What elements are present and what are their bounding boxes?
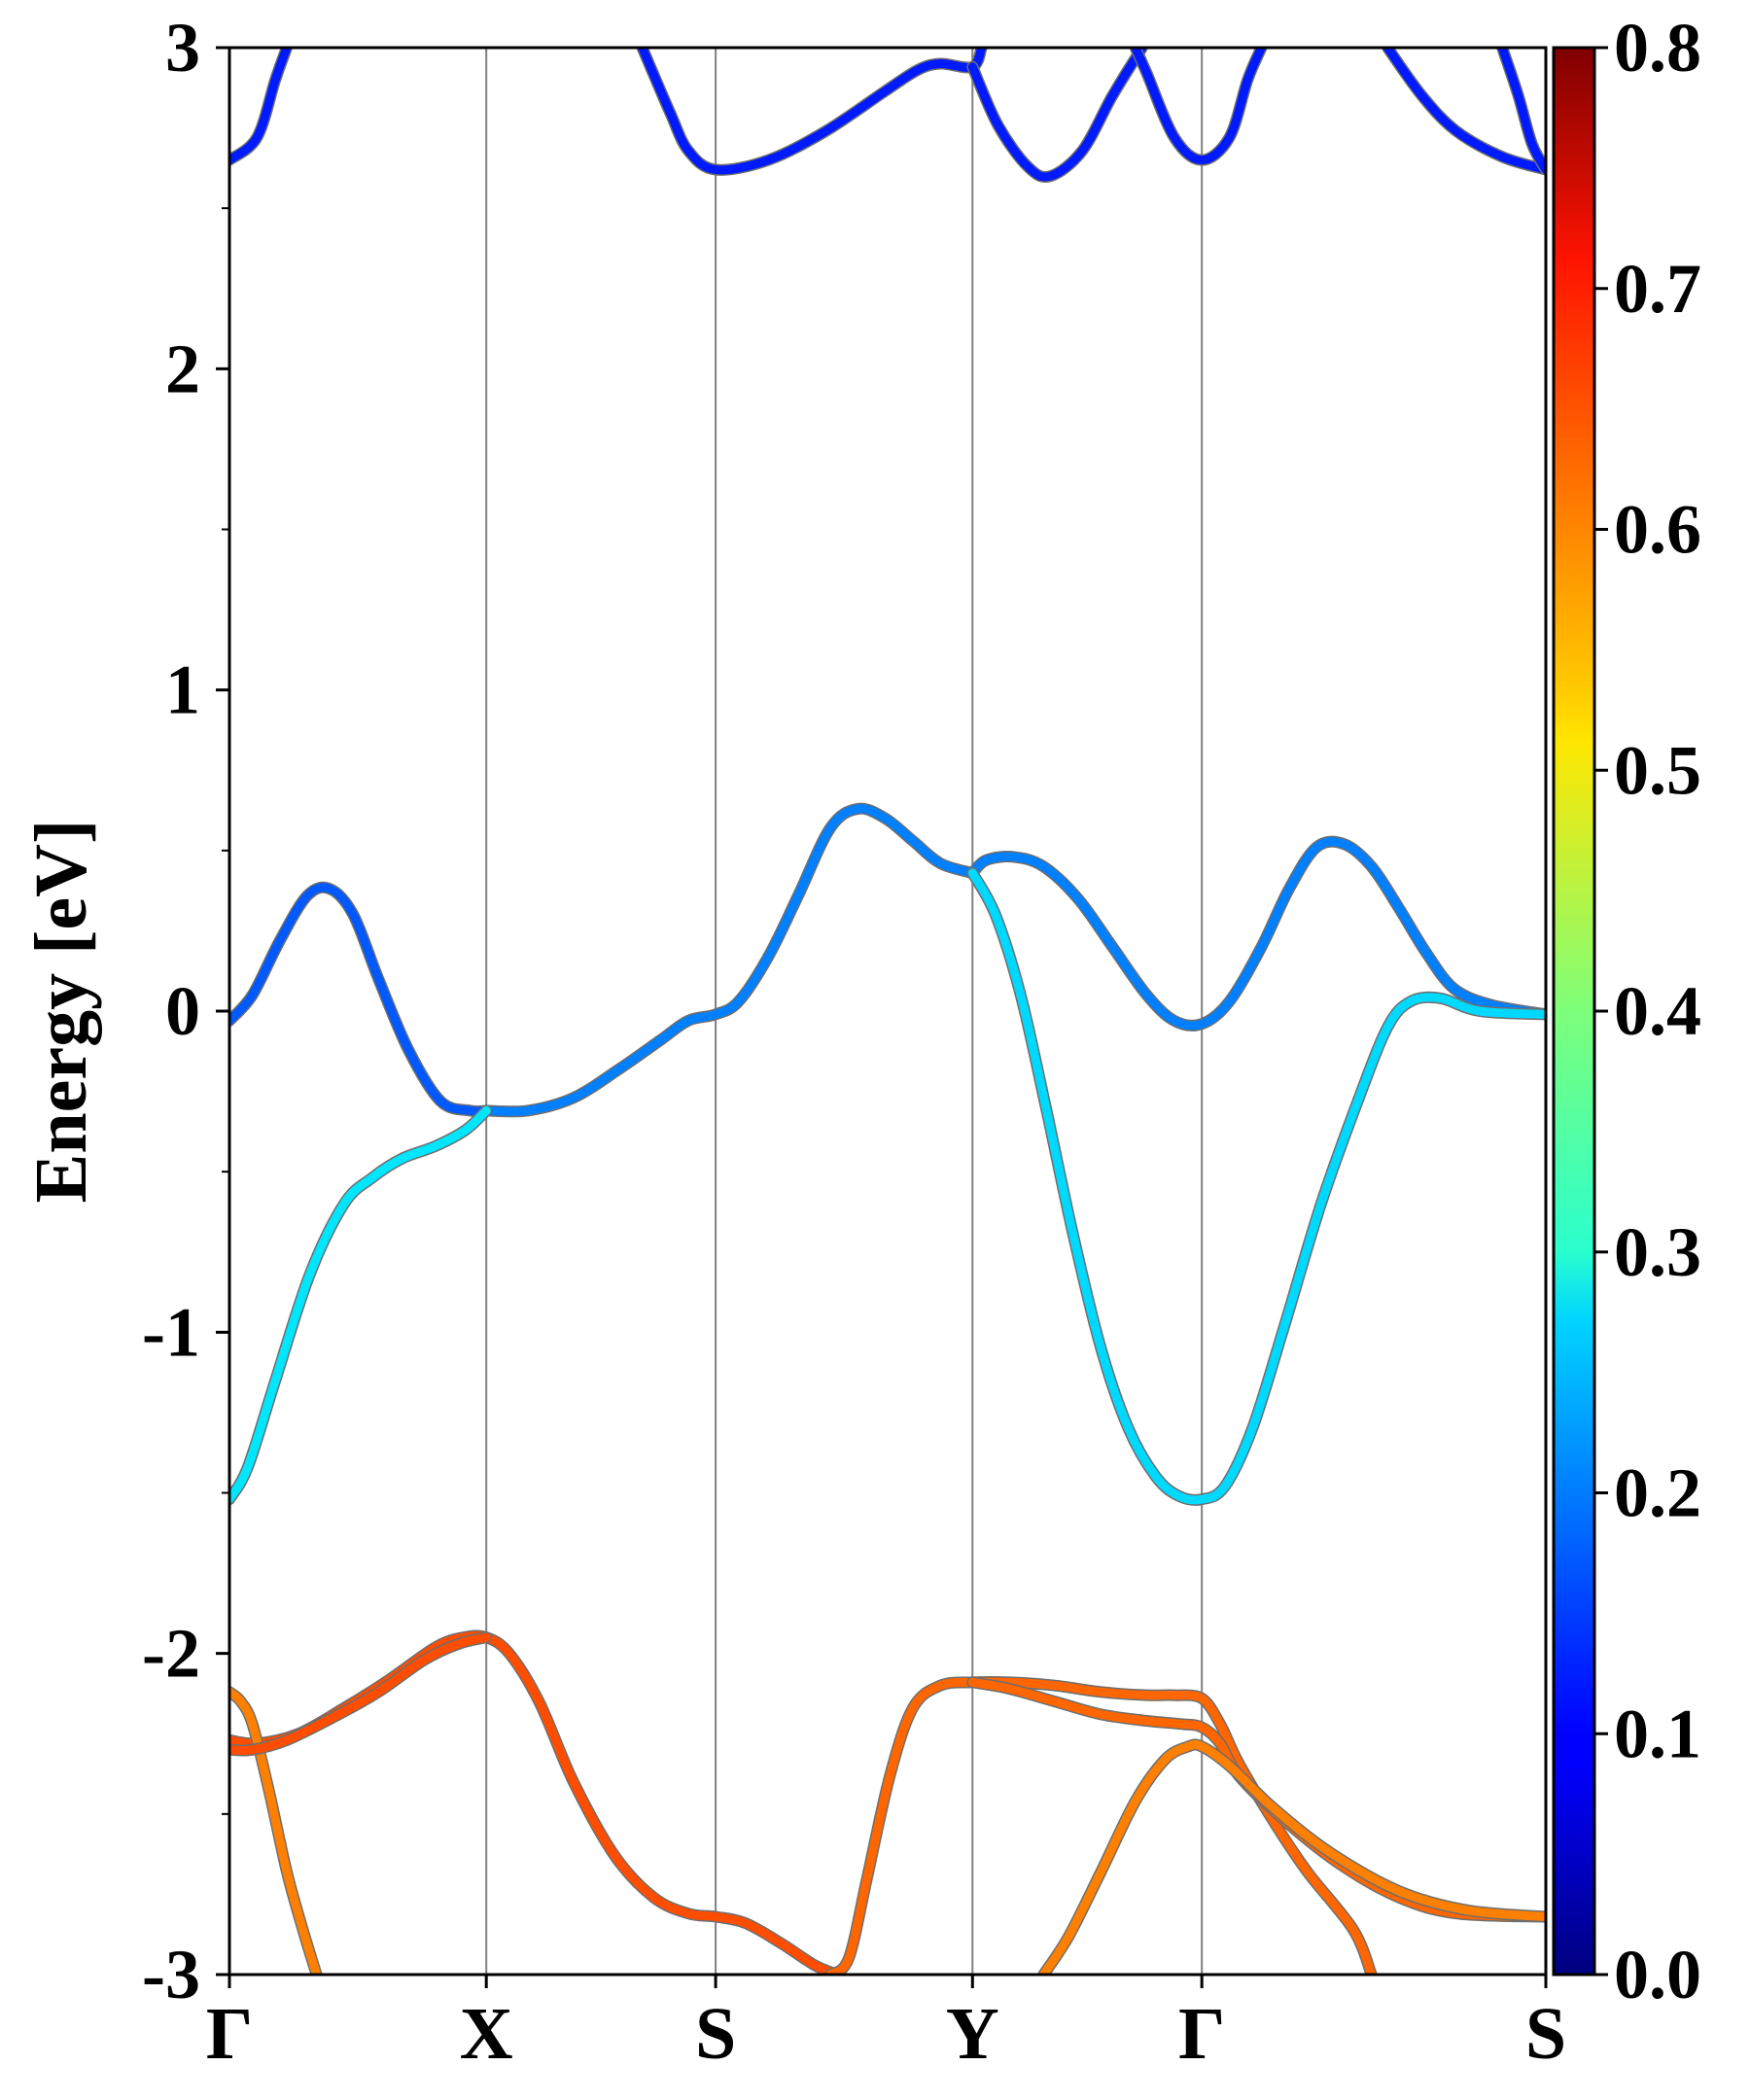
band-cond-2-line	[638, 48, 987, 175]
y-tick-label: -3	[142, 1936, 200, 2013]
y-tick-label: -2	[142, 1615, 200, 1693]
y-tick-label: 1	[165, 651, 200, 729]
y-tick-label: 0	[165, 972, 200, 1050]
colorbar	[1552, 46, 1596, 1977]
band-d-5-line	[229, 1687, 322, 1975]
y-tick-label: 3	[165, 9, 200, 87]
x-tick-label: Γ	[1178, 1993, 1225, 2075]
band-d-2	[824, 1675, 1378, 1975]
band-vb-3-outline	[966, 835, 1546, 1032]
band-vb-2	[480, 802, 979, 1118]
x-tick-label: S	[1525, 1993, 1566, 2075]
high-symmetry-lines	[485, 48, 1204, 1975]
band-vb-2-line	[481, 804, 977, 1116]
y-axis: 3 2 1 0 -1 -2 -3	[142, 9, 229, 2013]
band-cond-4	[1129, 48, 1268, 166]
colorbar-tick-label: 0.6	[1614, 491, 1701, 569]
band-cond-3-line	[967, 48, 1147, 182]
band-cond-3-outline	[966, 48, 1148, 183]
band-cond-6-line	[1497, 48, 1546, 174]
band-d-2-line	[825, 1677, 1377, 1975]
y-tick-label: 2	[165, 330, 200, 407]
band-vb-5	[966, 867, 1546, 1506]
colorbar-tick-label: 0.1	[1614, 1695, 1701, 1772]
colorbar-tick-label: 0.5	[1614, 731, 1701, 809]
band-cond-5-line	[1382, 48, 1546, 174]
band-cond-6	[1496, 48, 1546, 176]
band-d-4	[1037, 1738, 1546, 1975]
x-tick-label: S	[695, 1993, 736, 2075]
band-vb-1-line	[229, 883, 491, 1116]
colorbar-tick-label: 0.0	[1614, 1936, 1701, 2013]
band-vb-4-line	[229, 1105, 491, 1504]
band-d-6-line	[229, 1632, 491, 1756]
y-axis-label: Energy [eV]	[20, 820, 102, 1204]
band-cond-4-line	[1131, 48, 1266, 165]
band-cond-1	[229, 48, 293, 166]
x-tick-label: X	[460, 1993, 513, 2075]
x-tick-label: Γ	[206, 1993, 253, 2075]
band-d-5	[229, 1686, 323, 1975]
band-cond-5	[1382, 48, 1546, 176]
colorbar-ticks: 0.8 0.7 0.6 0.5 0.4 0.3 0.2 0.1 0.0	[1594, 9, 1701, 2013]
band-cond-2	[636, 48, 988, 176]
band-lines	[229, 48, 1546, 1975]
y-tick-label: -1	[142, 1293, 200, 1371]
x-tick-label: Y	[946, 1993, 999, 2075]
colorbar-tick-label: 0.7	[1614, 250, 1701, 328]
band-vb-1	[229, 881, 493, 1118]
colorbar-tick-label: 0.2	[1614, 1454, 1701, 1532]
band-d-3-line	[967, 1677, 1546, 1921]
band-d-1-line	[229, 1631, 842, 1975]
band-vb-4-outline	[229, 1104, 493, 1506]
band-d-4-line	[1038, 1739, 1546, 1975]
band-d-1	[229, 1629, 844, 1975]
colorbar-tick-label: 0.8	[1614, 9, 1701, 87]
band-vb-2-outline	[480, 802, 979, 1118]
band-vb-3-line	[967, 837, 1546, 1031]
colorbar-tick-label: 0.4	[1614, 972, 1701, 1050]
band-vb-4	[229, 1104, 493, 1506]
plot-frame	[228, 46, 1548, 1977]
band-d-3	[966, 1676, 1546, 1923]
band-cond-1-line	[229, 48, 292, 165]
colorbar-tick-label: 0.3	[1614, 1213, 1701, 1291]
band-vb-3	[966, 835, 1546, 1032]
band-cond-3	[966, 48, 1148, 183]
band-vb-5-line	[967, 868, 1546, 1505]
band-d-6	[229, 1631, 493, 1757]
